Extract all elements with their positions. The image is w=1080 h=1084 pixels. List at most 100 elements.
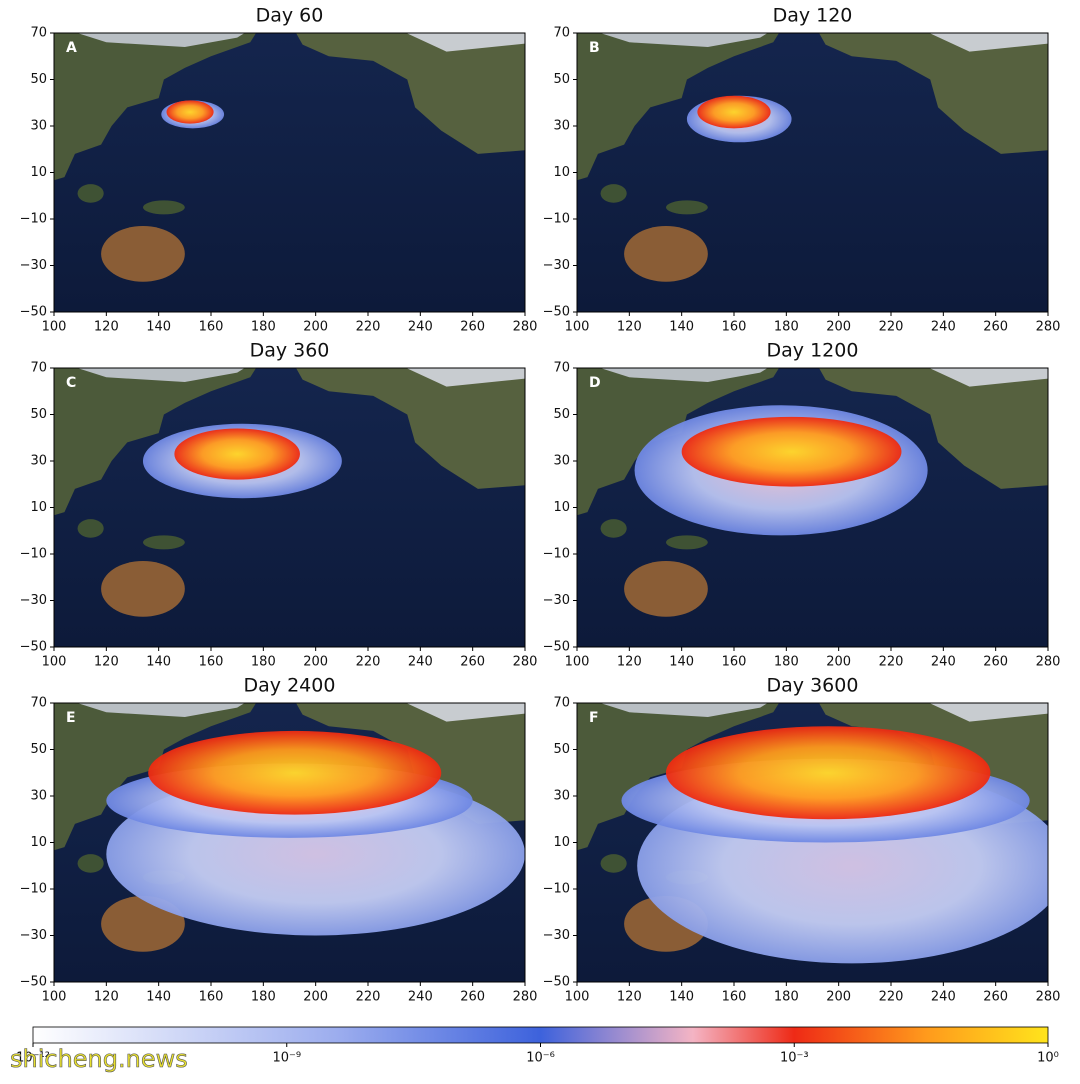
x-tick-label: 220	[356, 655, 381, 670]
new-guinea	[142, 535, 185, 550]
y-tick-label: 30	[30, 119, 47, 134]
panel-letter: D	[589, 375, 601, 391]
x-tick-label: 200	[303, 990, 328, 1005]
borneo	[77, 854, 104, 873]
x-tick-label: 180	[251, 990, 276, 1005]
plume	[148, 730, 442, 815]
y-tick-label: −10	[20, 882, 47, 897]
x-tick-label: 240	[931, 655, 956, 670]
x-tick-label: 100	[42, 320, 67, 335]
x-tick-label: 280	[1036, 320, 1061, 335]
asia	[577, 703, 780, 851]
x-tick-label: 200	[303, 655, 328, 670]
panel-letter: A	[66, 40, 77, 56]
y-tick-label: −50	[20, 305, 47, 320]
map	[577, 368, 1048, 647]
x-tick-label: 120	[94, 990, 119, 1005]
y-tick-label: −50	[543, 640, 570, 655]
x-tick-label: 140	[146, 990, 171, 1005]
y-tick-label: −30	[543, 258, 570, 273]
x-tick-label: 280	[1036, 990, 1061, 1005]
x-tick-label: 100	[42, 655, 67, 670]
x-tick-label: 220	[879, 655, 904, 670]
y-tick-label: −50	[543, 305, 570, 320]
arctic	[77, 703, 245, 717]
x-tick-label: 160	[722, 655, 747, 670]
x-tick-label: 160	[199, 655, 224, 670]
x-tick-label: 120	[94, 320, 119, 335]
y-tick-label: 70	[553, 26, 570, 41]
colorbar-tick-label: 10⁻³	[780, 1051, 809, 1066]
y-tick-label: 30	[553, 119, 570, 134]
y-tick-label: 50	[553, 742, 570, 757]
x-tick-label: 260	[460, 990, 485, 1005]
arctic-na	[406, 33, 525, 52]
y-tick-label: 70	[553, 361, 570, 376]
arctic-na	[929, 368, 1048, 387]
map	[54, 703, 525, 982]
x-tick-label: 160	[722, 320, 747, 335]
x-tick-label: 100	[565, 320, 590, 335]
panel-title: Day 120	[773, 5, 853, 27]
y-tick-label: 50	[30, 742, 47, 757]
x-tick-label: 140	[669, 655, 694, 670]
x-tick-label: 260	[460, 320, 485, 335]
x-tick-label: 180	[251, 655, 276, 670]
arctic	[600, 33, 768, 47]
arctic-na	[406, 703, 525, 722]
colorbar-tick-label: 10⁻¹²	[16, 1051, 50, 1066]
panel-title: Day 360	[250, 340, 330, 362]
x-tick-label: 280	[513, 990, 538, 1005]
y-tick-label: 30	[553, 454, 570, 469]
x-tick-label: 240	[931, 990, 956, 1005]
arctic	[77, 33, 245, 47]
panel-letter: C	[66, 375, 76, 391]
y-tick-label: −10	[543, 882, 570, 897]
australia	[101, 560, 185, 617]
y-tick-label: 30	[553, 789, 570, 804]
arctic-na	[406, 368, 525, 387]
y-tick-label: −10	[543, 547, 570, 562]
australia	[624, 225, 708, 282]
colorbar-tick-label: 10⁻⁹	[272, 1051, 301, 1066]
x-tick-label: 240	[408, 320, 433, 335]
new-guinea	[142, 200, 185, 215]
new-guinea	[665, 200, 708, 215]
x-tick-label: 280	[513, 655, 538, 670]
map-panel: Day 360 C 100 120 140 160 180 200 220 240 260 280 −5…	[20, 340, 538, 670]
x-tick-label: 120	[617, 655, 642, 670]
colorbar-tick-label: 10⁰	[1037, 1051, 1059, 1066]
y-tick-label: 30	[30, 789, 47, 804]
y-tick-label: −30	[20, 593, 47, 608]
y-tick-label: 10	[30, 500, 47, 515]
australia	[101, 225, 185, 282]
panel-letter: B	[589, 40, 600, 56]
x-tick-label: 160	[199, 320, 224, 335]
x-tick-label: 140	[669, 990, 694, 1005]
y-tick-label: 10	[553, 835, 570, 850]
x-tick-label: 220	[879, 990, 904, 1005]
x-tick-label: 220	[356, 320, 381, 335]
borneo	[77, 184, 104, 203]
x-tick-label: 200	[826, 990, 851, 1005]
x-tick-label: 100	[565, 655, 590, 670]
y-tick-label: −50	[20, 640, 47, 655]
y-tick-label: 10	[553, 165, 570, 180]
y-tick-label: −30	[20, 258, 47, 273]
panel-letter: F	[589, 710, 599, 726]
map-panel: Day 60 A 100 120 140 160 180 200 220 240 260 280 −50…	[20, 5, 538, 335]
borneo	[600, 854, 627, 873]
y-tick-label: −10	[20, 212, 47, 227]
x-tick-label: 220	[879, 320, 904, 335]
x-tick-label: 280	[1036, 655, 1061, 670]
y-tick-label: −10	[543, 212, 570, 227]
x-tick-label: 240	[408, 990, 433, 1005]
x-tick-label: 140	[146, 320, 171, 335]
watermark: shicheng.news	[10, 1045, 188, 1073]
map-panel: Day 2400 E 100 120 140 160 180 200 220 240 260 280 −…	[20, 675, 538, 1005]
y-tick-label: 70	[30, 696, 47, 711]
borneo	[600, 519, 627, 538]
x-tick-label: 180	[774, 320, 799, 335]
plume	[174, 428, 300, 480]
